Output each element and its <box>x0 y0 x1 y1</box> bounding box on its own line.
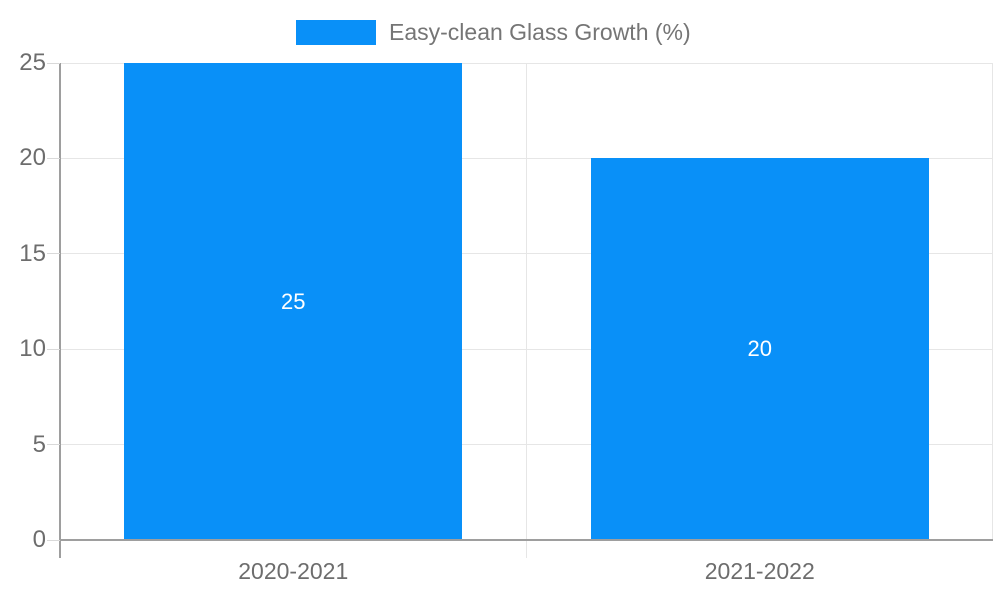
y-axis-label-25: 25 <box>19 49 46 76</box>
y-axis-label-0: 0 <box>32 526 46 553</box>
x-axis-label-2020-2021: 2020-2021 <box>238 558 349 584</box>
y-axis-label-20: 20 <box>19 144 46 172</box>
bar-2021-2022[interactable]: 20 <box>590 158 929 540</box>
x-axis-baseline <box>60 539 993 541</box>
plot-area: 25 20 <box>59 62 993 558</box>
bar-value-label: 20 <box>747 336 772 362</box>
y-tick-15 <box>47 253 60 255</box>
y-tick-0 <box>47 539 60 541</box>
y-axis-line <box>59 63 61 558</box>
chart-legend: Easy-clean Glass Growth (%) <box>296 19 691 45</box>
y-tick-20 <box>47 157 60 159</box>
x-axis-label-2021-2022: 2021-2022 <box>704 558 815 584</box>
y-axis-label-10: 10 <box>19 335 46 363</box>
y-tick-25 <box>47 62 60 64</box>
bar-value-label: 25 <box>281 288 306 314</box>
y-tick-5 <box>47 444 60 446</box>
legend-series-label: Easy-clean Glass Growth (%) <box>389 19 691 45</box>
legend-color-swatch <box>296 19 376 45</box>
bar-2020-2021[interactable]: 25 <box>124 63 463 540</box>
y-axis-label-5: 5 <box>32 430 46 458</box>
gridline-x-right <box>992 63 993 540</box>
gridline-x-divider <box>526 63 527 558</box>
y-axis-label-15: 15 <box>19 239 46 267</box>
y-tick-10 <box>47 348 60 350</box>
